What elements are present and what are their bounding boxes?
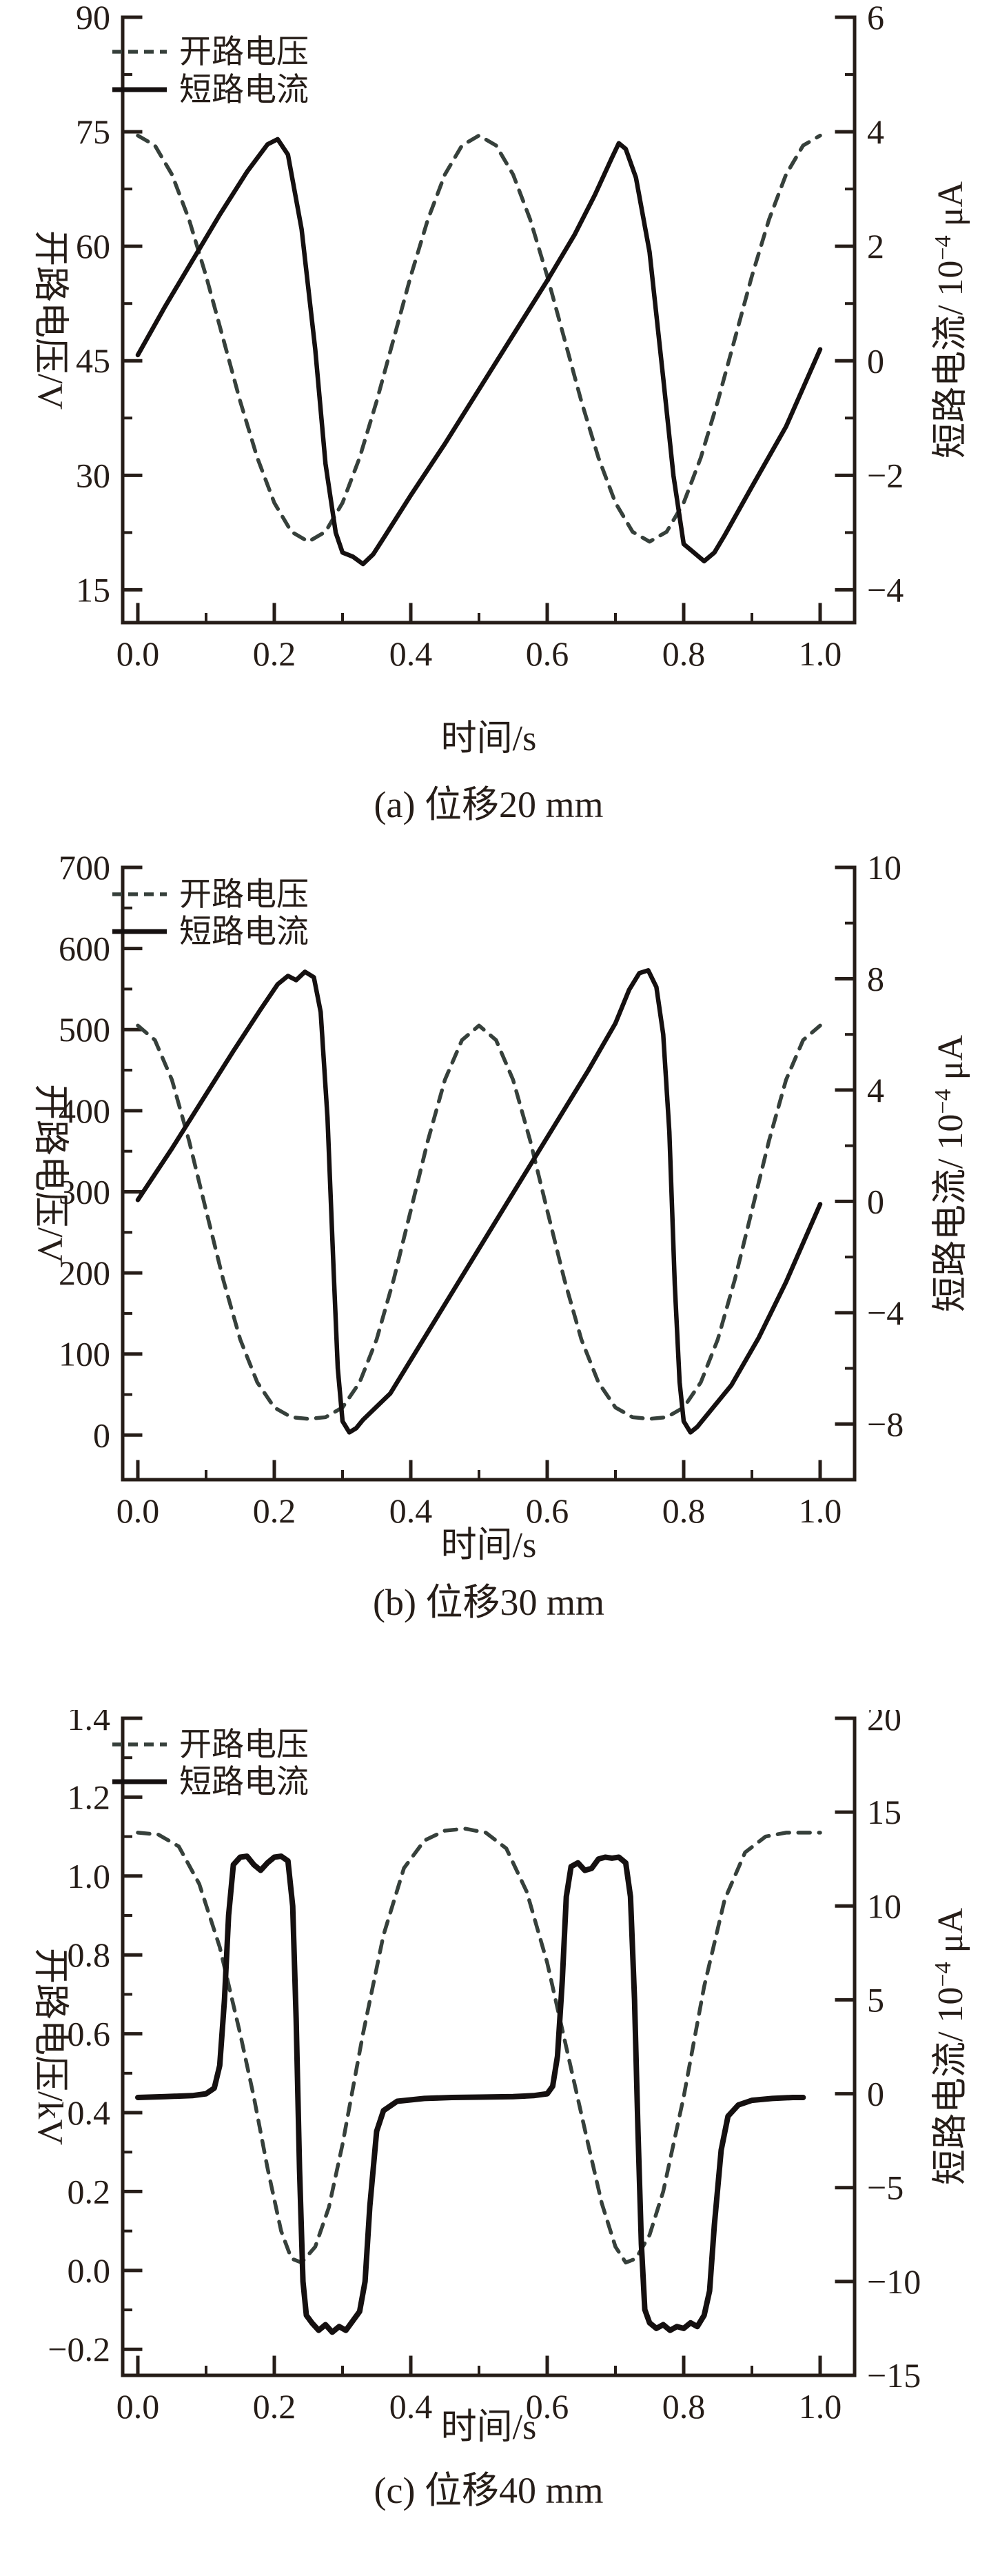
tick-label: 500 xyxy=(59,1010,110,1049)
tick-label: 600 xyxy=(59,929,110,968)
legend-label: 开路电压 xyxy=(179,34,309,70)
chart-a: 90 75 60 45 30 15 6 4 2 0 −2 −4 0.0 0.2 0.4 0.6 0.8 1.0 开路… xyxy=(30,0,970,825)
chart-b-plot-area: 700 600 500 400 300 200 100 0 10 8 4 0 −4 −8 0.0 0.2 0.4… xyxy=(59,848,904,1530)
tick-label: 0.2 xyxy=(253,2387,296,2426)
tick-label: 0.4 xyxy=(389,1491,433,1530)
chart-c-ylabel-right: 短路电流/ 10−4 μA xyxy=(930,1908,970,2186)
tick-label: 0.0 xyxy=(116,1491,160,1530)
chart-c: 1.41.21.00.80.60.40.20.0−0.220151050−5−1… xyxy=(30,1710,970,2511)
tick-label: 0.8 xyxy=(68,1935,111,1974)
tick-label: −10 xyxy=(867,2262,921,2301)
tick-label: −0.2 xyxy=(48,2330,110,2368)
tick-label: 0.0 xyxy=(116,634,160,673)
tick-label: 0.8 xyxy=(662,634,706,673)
tick-label: 75 xyxy=(76,112,110,151)
tick-label: 1.2 xyxy=(68,1778,111,1816)
tick-label: 0.4 xyxy=(389,634,433,673)
tick-label: 0.6 xyxy=(526,1491,569,1530)
legend-label: 短路电流 xyxy=(179,914,309,950)
tick-label: 1.0 xyxy=(68,1857,111,1895)
chart-b-caption: (b) 位移30 mm xyxy=(373,1582,604,1623)
tick-label: 15 xyxy=(867,1793,901,1831)
tick-label: 15 xyxy=(76,570,110,609)
voltage-curve xyxy=(136,1827,822,2265)
tick-label: 1.0 xyxy=(799,2387,842,2426)
chart-a-plot-area: 90 75 60 45 30 15 6 4 2 0 −2 −4 0.0 0.2 0.4 0.6 0.8 1.0 开路… xyxy=(76,0,904,673)
tick-label: −4 xyxy=(867,1294,904,1332)
tick-label: 0.6 xyxy=(526,634,569,673)
tick-label: −2 xyxy=(867,456,904,494)
tick-label: −5 xyxy=(867,2169,904,2207)
tick-label: 0.8 xyxy=(662,1491,706,1530)
chart-c-xlabel: 时间/s xyxy=(441,2408,537,2447)
tick-label: 0.0 xyxy=(68,2251,111,2290)
tick-label: 0 xyxy=(867,341,884,380)
tick-label: 1.4 xyxy=(68,1710,111,1738)
current-curve xyxy=(135,137,823,567)
tick-label: −15 xyxy=(867,2356,921,2395)
tick-label: 200 xyxy=(59,1254,110,1292)
chart-a-ylabel-left: 开路电压/V xyxy=(30,230,70,410)
tick-label: 2 xyxy=(867,227,884,265)
voltage-curve xyxy=(136,133,822,544)
tick-label: 4 xyxy=(867,1071,884,1109)
tick-label: 10 xyxy=(867,848,901,887)
tick-label: 400 xyxy=(59,1091,110,1130)
tick-label: 0.2 xyxy=(253,1491,296,1530)
tick-label: 0.6 xyxy=(68,2015,111,2053)
tick-label: 100 xyxy=(59,1335,110,1373)
tick-label: 700 xyxy=(59,848,110,887)
tick-label: 1.0 xyxy=(799,634,842,673)
chart-a-xlabel: 时间/s xyxy=(441,719,537,758)
tick-label: 0.8 xyxy=(662,2387,706,2426)
tick-label: 300 xyxy=(59,1172,110,1211)
current-curve xyxy=(135,968,823,1435)
tick-label: −4 xyxy=(867,570,904,609)
legend-label: 开路电压 xyxy=(179,1727,309,1763)
tick-label: 30 xyxy=(76,456,110,494)
tick-label: 0.2 xyxy=(253,634,296,673)
voltage-curve xyxy=(136,1023,822,1421)
current-curve xyxy=(135,1853,806,2335)
tick-label: 0.2 xyxy=(68,2172,111,2211)
tick-label: 0.4 xyxy=(68,2093,111,2132)
tick-label: 6 xyxy=(867,0,884,37)
tick-label: 0 xyxy=(867,1182,884,1220)
legend-label: 短路电流 xyxy=(179,1764,309,1800)
chart-c-caption: (c) 位移40 mm xyxy=(374,2470,604,2511)
tick-label: 20 xyxy=(867,1710,901,1738)
tick-label: 0.0 xyxy=(116,2387,160,2426)
chart-b-xlabel: 时间/s xyxy=(441,1526,537,1565)
tick-label: 45 xyxy=(76,341,110,380)
tick-label: 60 xyxy=(76,227,110,265)
tick-label: 90 xyxy=(76,0,110,37)
tick-label: 0.4 xyxy=(389,2387,433,2426)
tick-label: 0.6 xyxy=(526,2387,569,2426)
tick-label: −8 xyxy=(867,1405,904,1443)
tick-label: 8 xyxy=(867,959,884,998)
chart-b: 700 600 500 400 300 200 100 0 10 8 4 0 −4 −8 0.0 0.2 0.4… xyxy=(30,848,970,1623)
tick-label: 4 xyxy=(867,112,884,151)
chart-b-ylabel-left: 开路电压/V xyxy=(30,1084,70,1263)
tick-label: 10 xyxy=(867,1886,901,1925)
tick-label: 0 xyxy=(93,1416,110,1454)
legend-label: 短路电流 xyxy=(179,72,309,108)
tick-label: 5 xyxy=(867,1980,884,2019)
tick-label: 1.0 xyxy=(799,1491,842,1530)
chart-c-ylabel-left: 开路电压/kV xyxy=(30,1948,70,2145)
chart-b-ylabel-right: 短路电流/ 10−4 μA xyxy=(930,1035,970,1313)
chart-c-plot-area: 1.41.21.00.80.60.40.20.0−0.220151050−5−1… xyxy=(48,1710,921,2426)
chart-a-caption: (a) 位移20 mm xyxy=(374,784,604,825)
chart-a-ylabel-right: 短路电流/ 10−4 μA xyxy=(930,181,970,459)
legend-label: 开路电压 xyxy=(179,877,309,913)
tick-label: 0 xyxy=(867,2075,884,2113)
